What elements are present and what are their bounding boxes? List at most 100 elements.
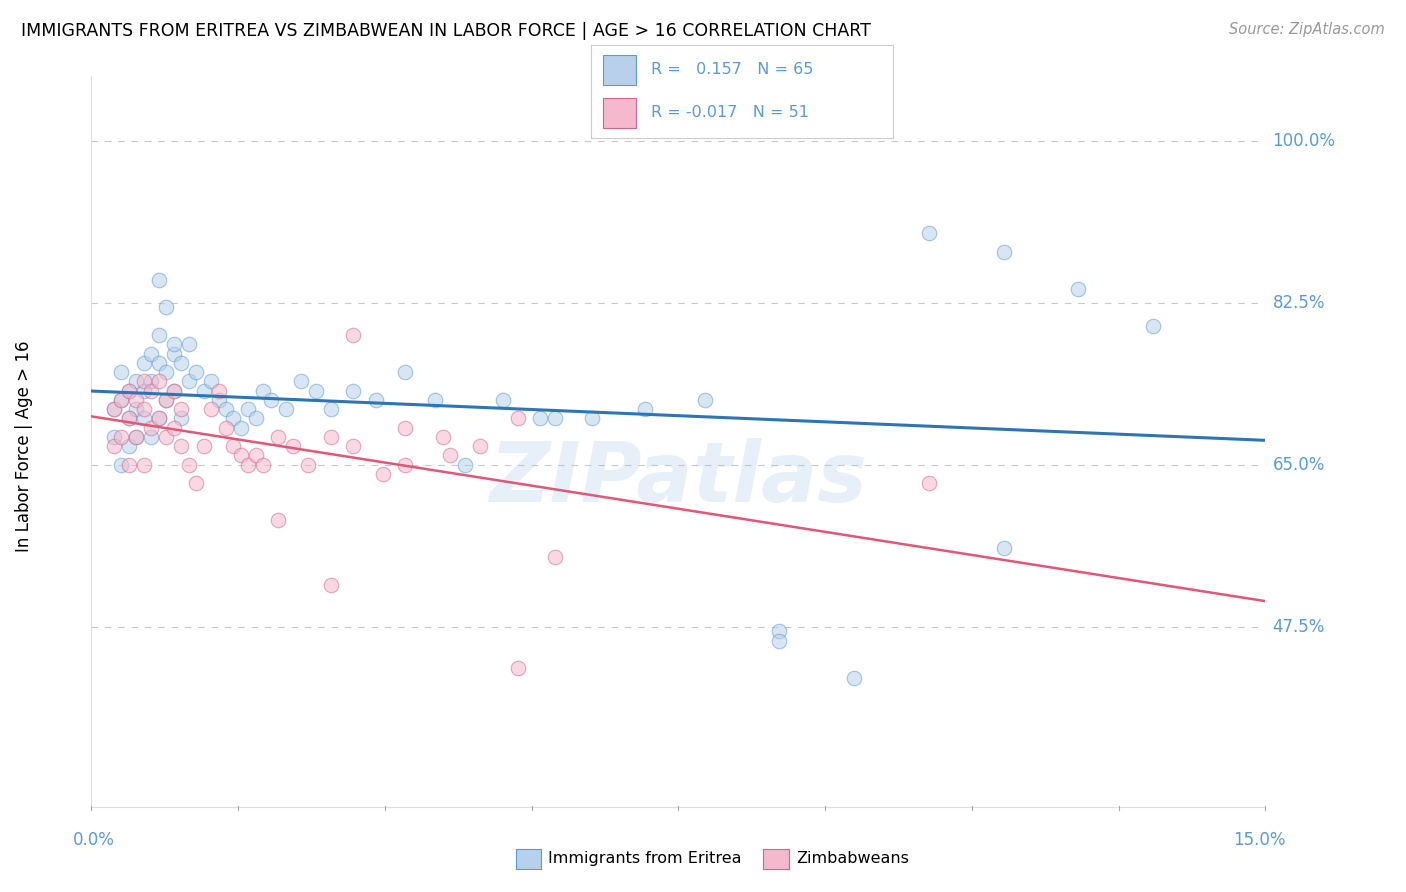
Point	[245, 449, 267, 463]
Point	[170, 402, 193, 417]
Text: 82.5%: 82.5%	[1272, 293, 1324, 311]
Point	[252, 384, 274, 398]
Point	[492, 392, 515, 407]
Point	[342, 439, 364, 453]
Point	[207, 392, 229, 407]
Point	[132, 458, 155, 472]
Point	[581, 411, 603, 425]
Point	[141, 346, 163, 360]
Text: In Labor Force | Age > 16: In Labor Force | Age > 16	[15, 340, 32, 552]
Point	[118, 458, 141, 472]
Point	[103, 402, 125, 417]
Point	[506, 661, 529, 675]
Point	[132, 402, 155, 417]
Point	[141, 384, 163, 398]
Point	[371, 467, 394, 481]
Point	[207, 384, 229, 398]
Point	[394, 365, 416, 379]
Point	[103, 439, 125, 453]
Point	[768, 624, 790, 639]
Point	[432, 430, 454, 444]
Point	[118, 384, 141, 398]
Point	[163, 337, 186, 351]
Text: ZIPatlas: ZIPatlas	[489, 438, 868, 518]
Point	[125, 375, 148, 389]
Point	[267, 513, 290, 527]
Point	[842, 671, 865, 685]
Point	[319, 578, 342, 592]
Point	[260, 392, 283, 407]
Text: 47.5%: 47.5%	[1272, 618, 1324, 636]
Point	[125, 430, 148, 444]
Point	[634, 402, 657, 417]
Point	[342, 328, 364, 343]
Point	[267, 430, 290, 444]
Point	[155, 392, 177, 407]
Point	[170, 411, 193, 425]
Point	[1142, 318, 1164, 333]
Point	[993, 244, 1015, 259]
Point	[141, 375, 163, 389]
Point	[200, 375, 222, 389]
Text: IMMIGRANTS FROM ERITREA VS ZIMBABWEAN IN LABOR FORCE | AGE > 16 CORRELATION CHAR: IMMIGRANTS FROM ERITREA VS ZIMBABWEAN IN…	[21, 22, 870, 40]
Point	[155, 430, 177, 444]
Point	[103, 402, 125, 417]
Point	[177, 375, 200, 389]
Point	[297, 458, 319, 472]
Point	[245, 411, 267, 425]
Point	[132, 411, 155, 425]
Point	[132, 356, 155, 370]
Point	[215, 420, 238, 434]
Point	[305, 384, 328, 398]
Bar	[603, 98, 636, 128]
Point	[163, 346, 186, 360]
Point	[132, 375, 155, 389]
Point	[184, 365, 207, 379]
Point	[768, 633, 790, 648]
Point	[274, 402, 297, 417]
Text: 0.0%: 0.0%	[73, 831, 115, 849]
Point	[470, 439, 492, 453]
Point	[222, 439, 245, 453]
Point	[193, 384, 215, 398]
Point	[125, 392, 148, 407]
Point	[319, 402, 342, 417]
Point	[544, 550, 567, 565]
Point	[141, 420, 163, 434]
Point	[132, 384, 155, 398]
Point	[1067, 282, 1090, 296]
Point	[918, 226, 941, 240]
Point	[163, 420, 186, 434]
Text: R = -0.017   N = 51: R = -0.017 N = 51	[651, 105, 808, 120]
Point	[506, 411, 529, 425]
Point	[163, 384, 186, 398]
Text: R =   0.157   N = 65: R = 0.157 N = 65	[651, 62, 813, 78]
Point	[148, 375, 170, 389]
Point	[238, 402, 260, 417]
Point	[148, 328, 170, 343]
Text: Zimbabweans: Zimbabweans	[796, 852, 908, 866]
Point	[110, 458, 132, 472]
Point	[319, 430, 342, 444]
Point	[155, 300, 177, 314]
Point	[693, 392, 716, 407]
Text: Source: ZipAtlas.com: Source: ZipAtlas.com	[1229, 22, 1385, 37]
Point	[118, 439, 141, 453]
Point	[141, 430, 163, 444]
Point	[155, 365, 177, 379]
Point	[148, 272, 170, 286]
Point	[125, 430, 148, 444]
Point	[342, 384, 364, 398]
Point	[170, 356, 193, 370]
Point	[200, 402, 222, 417]
Point	[238, 458, 260, 472]
Point	[103, 430, 125, 444]
Point	[394, 420, 416, 434]
Point	[148, 411, 170, 425]
Text: 65.0%: 65.0%	[1272, 456, 1324, 474]
Point	[193, 439, 215, 453]
Point	[252, 458, 274, 472]
Point	[918, 476, 941, 491]
Point	[425, 392, 447, 407]
Point	[215, 402, 238, 417]
